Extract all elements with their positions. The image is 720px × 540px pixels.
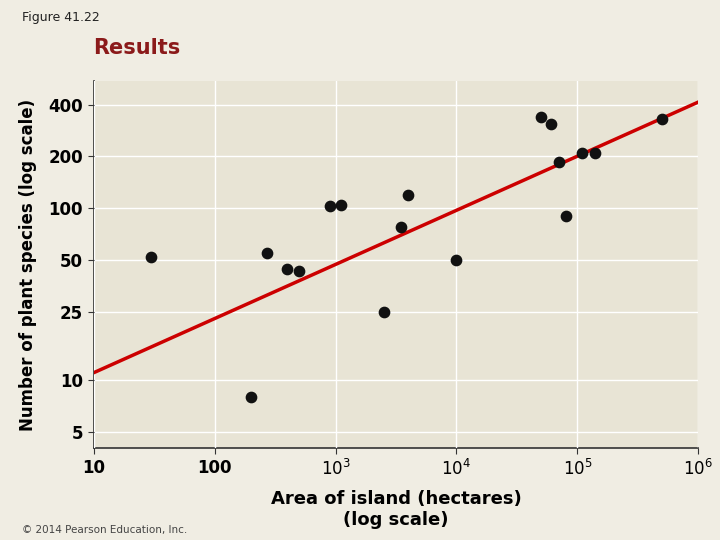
Point bbox=[335, 201, 346, 210]
Point bbox=[324, 201, 336, 210]
Point bbox=[145, 253, 157, 261]
Text: Results: Results bbox=[94, 38, 181, 58]
Point bbox=[378, 307, 390, 316]
Point bbox=[577, 148, 588, 157]
Point bbox=[560, 212, 572, 220]
Point bbox=[545, 119, 557, 128]
Point bbox=[590, 148, 601, 157]
Point bbox=[293, 267, 305, 275]
X-axis label: Area of island (hectares)
(log scale): Area of island (hectares) (log scale) bbox=[271, 490, 521, 529]
Point bbox=[261, 248, 272, 257]
Point bbox=[535, 112, 546, 121]
Point bbox=[553, 158, 564, 166]
Point bbox=[656, 115, 667, 124]
Point bbox=[395, 222, 407, 231]
Text: Figure 41.22: Figure 41.22 bbox=[22, 11, 99, 24]
Point bbox=[402, 190, 414, 199]
Point bbox=[246, 392, 257, 401]
Y-axis label: Number of plant species (log scale): Number of plant species (log scale) bbox=[19, 98, 37, 431]
Text: © 2014 Pearson Education, Inc.: © 2014 Pearson Education, Inc. bbox=[22, 524, 187, 535]
Point bbox=[282, 265, 293, 274]
Point bbox=[451, 255, 462, 264]
